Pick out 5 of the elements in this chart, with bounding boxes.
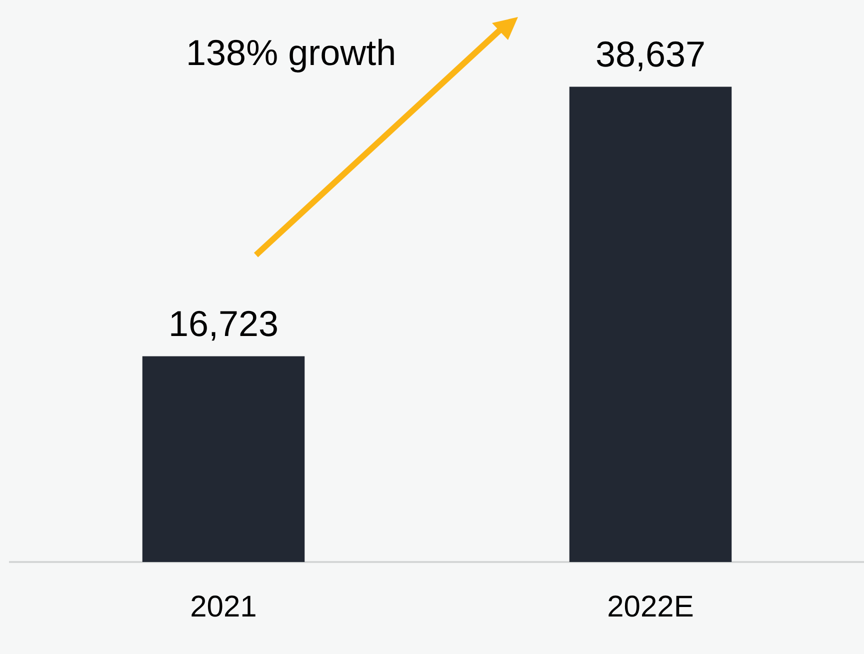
data-label: 16,723 (168, 303, 279, 344)
data-label: 38,637 (595, 34, 706, 75)
x-tick-label: 2022E (607, 590, 694, 624)
text: 138% growth (186, 32, 396, 74)
x-tick-label: 2021 (190, 590, 257, 624)
